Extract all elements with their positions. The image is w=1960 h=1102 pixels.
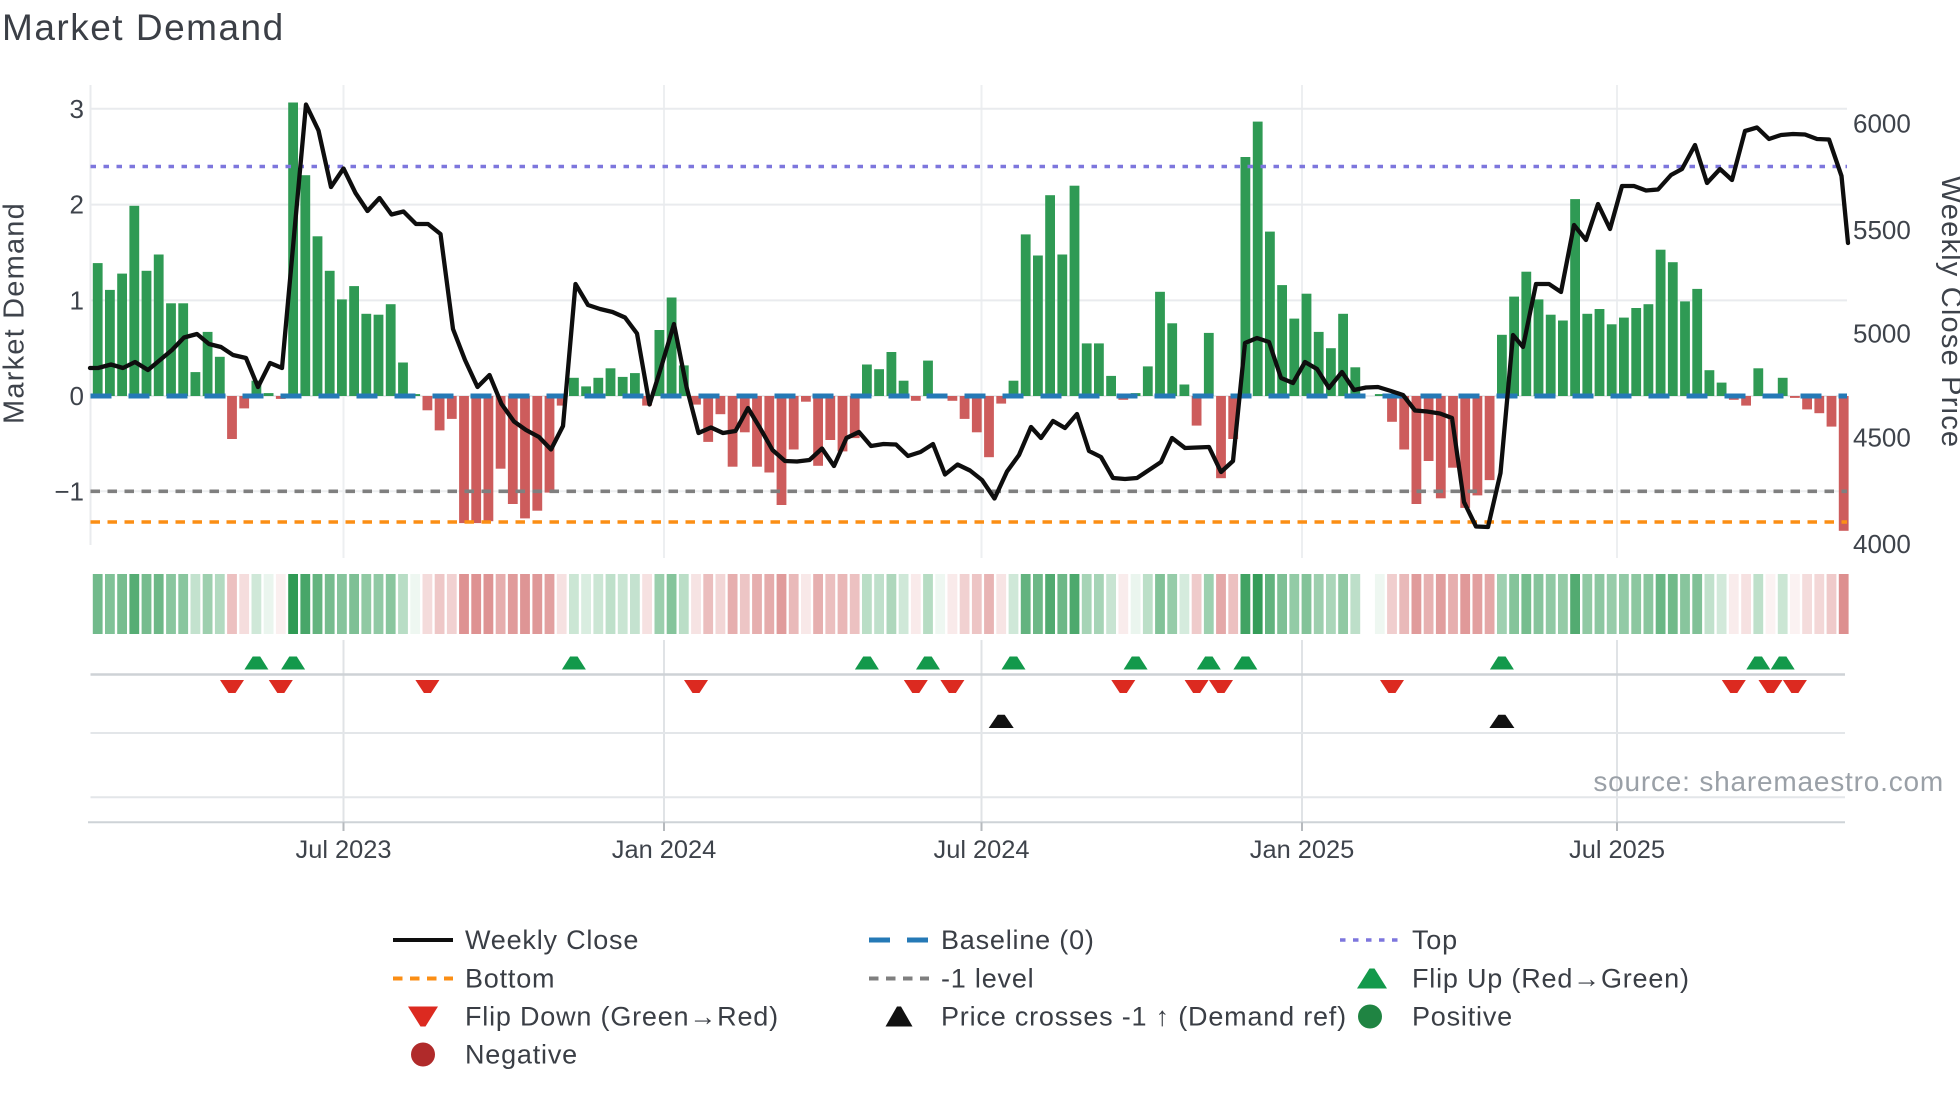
svg-text:5500: 5500 xyxy=(1853,215,1911,245)
svg-text:Jul 2025: Jul 2025 xyxy=(1569,836,1665,864)
svg-text:2: 2 xyxy=(70,190,84,220)
svg-text:Jan 2024: Jan 2024 xyxy=(612,836,716,864)
svg-text:−1: −1 xyxy=(54,476,84,506)
svg-text:1: 1 xyxy=(70,285,84,315)
svg-text:Flip Down (Green→Red): Flip Down (Green→Red) xyxy=(465,1002,779,1032)
svg-text:Top: Top xyxy=(1412,925,1458,955)
svg-text:Bottom: Bottom xyxy=(465,964,555,994)
svg-text:6000: 6000 xyxy=(1853,108,1911,138)
svg-text:source: sharemaestro.com: source: sharemaestro.com xyxy=(1593,766,1944,797)
svg-text:3: 3 xyxy=(70,94,84,124)
svg-text:0: 0 xyxy=(70,381,84,411)
svg-text:Jul 2023: Jul 2023 xyxy=(296,836,392,864)
svg-text:Price crosses -1 ↑ (Demand ref: Price crosses -1 ↑ (Demand ref) xyxy=(941,1002,1347,1032)
svg-text:Jan 2025: Jan 2025 xyxy=(1250,836,1354,864)
svg-text:Market Demand: Market Demand xyxy=(0,202,31,424)
svg-text:Baseline (0): Baseline (0) xyxy=(941,925,1095,955)
svg-text:-1 level: -1 level xyxy=(941,964,1034,994)
svg-text:Jul 2024: Jul 2024 xyxy=(934,836,1030,864)
svg-text:Market Demand: Market Demand xyxy=(2,7,285,48)
svg-text:Negative: Negative xyxy=(465,1040,578,1070)
svg-text:Positive: Positive xyxy=(1412,1002,1513,1032)
svg-text:5000: 5000 xyxy=(1853,319,1911,349)
svg-text:4000: 4000 xyxy=(1853,529,1911,559)
svg-text:Weekly Close Price: Weekly Close Price xyxy=(1935,176,1960,448)
svg-text:Weekly Close: Weekly Close xyxy=(465,925,639,955)
svg-text:4500: 4500 xyxy=(1853,423,1911,453)
svg-text:Flip Up (Red→Green): Flip Up (Red→Green) xyxy=(1412,964,1690,994)
